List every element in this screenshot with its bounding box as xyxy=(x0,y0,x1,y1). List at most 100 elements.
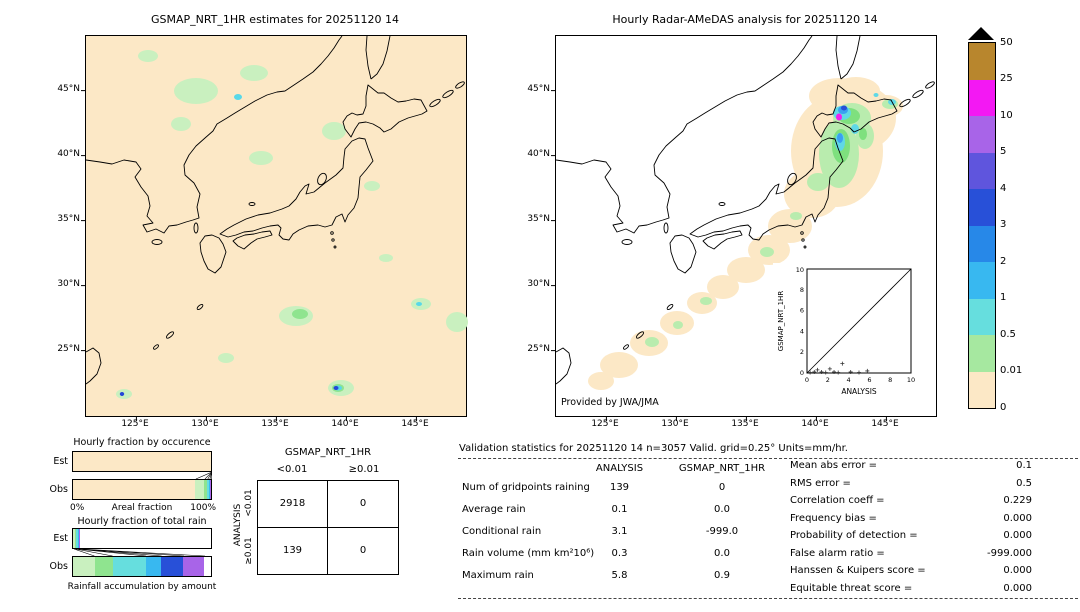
gsmap-estimate-map xyxy=(80,35,468,422)
lat-tick-label: 35°N xyxy=(527,214,550,224)
fraction-segment xyxy=(206,480,209,499)
occurrence-obs-bar xyxy=(72,479,212,500)
lon-tick-label: 135°E xyxy=(261,419,289,429)
colorbar-segment xyxy=(969,189,995,226)
score-value: 0.000 xyxy=(1003,565,1032,576)
score-value: 0.000 xyxy=(1003,583,1032,594)
colorbar-segment xyxy=(969,371,995,408)
svg-text:2: 2 xyxy=(826,376,830,384)
score-line: Frequency bias = 0.000 xyxy=(790,513,1032,525)
lon-tick-label: 125°E xyxy=(121,419,149,429)
colorbar-label: 4 xyxy=(1000,183,1007,194)
contingency-side-label: ANALYSIS xyxy=(233,503,243,547)
totalrain-connectors xyxy=(74,549,206,556)
fraction-segment xyxy=(73,480,196,499)
right-map-title: Hourly Radar-AMeDAS analysis for 2025112… xyxy=(612,13,878,26)
svg-text:6: 6 xyxy=(800,307,804,315)
contingency-row-header: <0.01 xyxy=(244,489,254,517)
stat-gsmap-value: -999.0 xyxy=(705,526,739,537)
score-line: Hanssen & Kuipers score = 0.000 xyxy=(790,565,1032,577)
stat-row-label: Rain volume (mm km²10⁶) xyxy=(462,548,595,559)
scatter-points xyxy=(808,361,870,375)
colorbar-label: 0.5 xyxy=(1000,329,1016,340)
svg-text:10: 10 xyxy=(907,376,915,384)
colorbar-over-triangle xyxy=(968,27,994,40)
stat-gsmap-value: 0 xyxy=(718,482,726,493)
lat-tick-label: 35°N xyxy=(57,214,80,224)
fraction-segment xyxy=(208,480,211,499)
colorbar-label: 25 xyxy=(1000,73,1013,84)
colorbar-segment xyxy=(969,298,995,335)
fraction-segment xyxy=(79,529,211,548)
svg-text:4: 4 xyxy=(800,327,804,335)
colorbar-segment xyxy=(969,116,995,153)
inset-ylabel: GSMAP_NRT_1HR xyxy=(777,291,785,352)
score-line: Equitable threat score = 0.000 xyxy=(790,583,1032,595)
fraction-segment xyxy=(77,529,79,548)
score-value: 0.5 xyxy=(1016,478,1032,489)
score-label: Mean abs error = xyxy=(790,460,878,471)
inset-scatter: 0 2 4 6 8 10 0 2 4 6 8 10 GSMAP_NRT_1HR … xyxy=(773,263,923,403)
score-value: 0.000 xyxy=(1003,513,1032,524)
svg-text:0: 0 xyxy=(805,376,809,384)
lon-tick-label: 125°E xyxy=(591,419,619,429)
fraction-segment xyxy=(73,452,211,471)
lon-tick-label: 130°E xyxy=(191,419,219,429)
fraction-segment xyxy=(204,557,211,576)
stat-analysis-value: 3.1 xyxy=(611,526,628,537)
credit-text: Provided by JWA/JMA xyxy=(561,397,659,408)
inset-xlabel: ANALYSIS xyxy=(841,387,877,396)
score-label: Probability of detection = xyxy=(790,530,918,541)
colorbar-segment xyxy=(969,79,995,116)
lon-tick-label: 130°E xyxy=(661,419,689,429)
stat-row-label: Maximum rain xyxy=(462,570,534,581)
lat-tick-label: 30°N xyxy=(57,279,80,289)
fraction-segment xyxy=(75,529,77,548)
score-label: Frequency bias = xyxy=(790,513,877,524)
totalrain-obs-bar xyxy=(72,556,212,577)
score-label: Correlation coeff = xyxy=(790,495,885,506)
totalrain-est-bar xyxy=(72,528,212,549)
colorbar-label: 2 xyxy=(1000,256,1007,267)
svg-text:0: 0 xyxy=(800,369,804,377)
score-line: False alarm ratio = -999.000 xyxy=(790,548,1032,560)
score-value: 0.1 xyxy=(1016,460,1032,471)
lon-tick-label: 135°E xyxy=(731,419,759,429)
fraction-segment xyxy=(161,557,184,576)
colorbar-segment xyxy=(969,225,995,262)
fraction-segment xyxy=(210,480,211,499)
contingency-table: 2918 0 139 0 xyxy=(257,480,399,575)
fraction-segment xyxy=(195,480,205,499)
stats-col-analysis: ANALYSIS xyxy=(595,463,644,474)
fraction-segment xyxy=(76,529,78,548)
stat-gsmap-value: 0.0 xyxy=(714,504,730,515)
contingency-col-header: ≥0.01 xyxy=(348,464,380,475)
stat-row-label: Average rain xyxy=(462,504,526,515)
svg-text:2: 2 xyxy=(800,348,804,356)
fraction-segment xyxy=(183,557,205,576)
contingency-cell: 0 xyxy=(359,545,367,557)
lat-tick-label: 40°N xyxy=(57,149,80,159)
occurrence-axis-100: 100% xyxy=(190,503,216,513)
colorbar-label: 50 xyxy=(1000,37,1013,48)
lon-tick-label: 140°E xyxy=(331,419,359,429)
score-label: False alarm ratio = xyxy=(790,548,885,559)
colorbar-label: 3 xyxy=(1000,219,1007,230)
score-line: Correlation coeff = 0.229 xyxy=(790,495,1032,507)
totalrain-bottom-label: Rainfall accumulation by amount xyxy=(67,582,217,592)
lat-tick-label: 45°N xyxy=(57,84,80,94)
score-label: Hanssen & Kuipers score = xyxy=(790,565,926,576)
stats-col-gsmap: GSMAP_NRT_1HR xyxy=(678,463,766,474)
stat-gsmap-value: 0.9 xyxy=(714,570,730,581)
occurrence-axis-0: 0% xyxy=(70,503,85,513)
contingency-col-header: <0.01 xyxy=(276,464,308,475)
inset-tick-labels: 0 2 4 6 8 10 0 2 4 6 8 10 xyxy=(796,266,915,384)
colorbar-label: 10 xyxy=(1000,110,1013,121)
precip-blobs-left xyxy=(116,50,468,399)
colorbar-segment xyxy=(969,262,995,299)
contingency-row-header: ≥0.01 xyxy=(244,537,254,565)
stat-gsmap-value: 0.0 xyxy=(714,548,730,559)
svg-text:8: 8 xyxy=(888,376,892,384)
score-line: Mean abs error = 0.1 xyxy=(790,460,1032,472)
lat-tick-label: 40°N xyxy=(527,149,550,159)
